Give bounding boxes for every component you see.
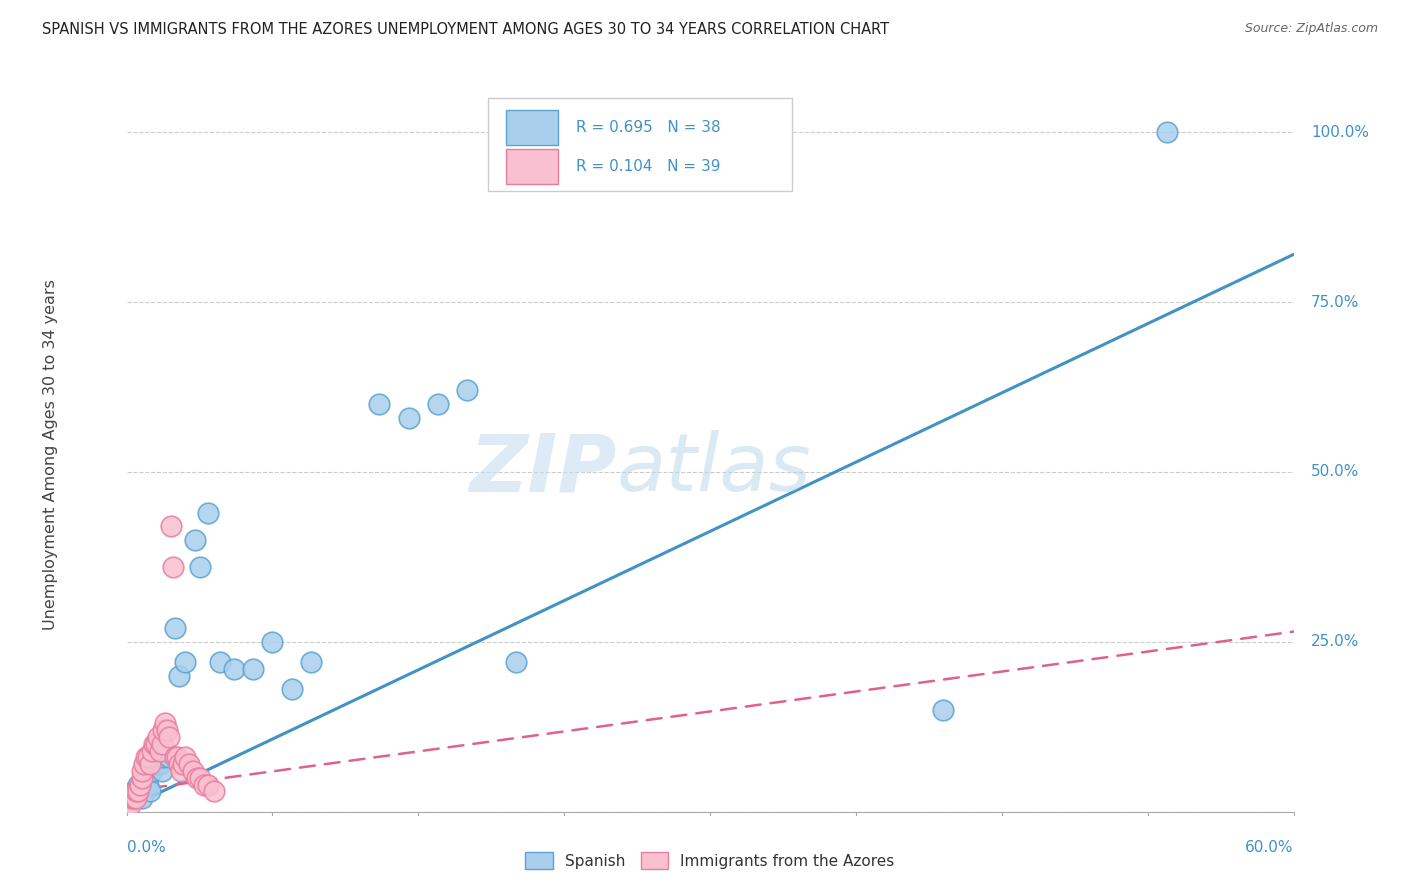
Point [121, 791, 143, 805]
Point [157, 730, 180, 744]
Point [125, 784, 148, 798]
Point [190, 560, 212, 574]
Point [155, 716, 177, 731]
Point [145, 737, 167, 751]
Point [262, 635, 284, 649]
Legend: Spanish, Immigrants from the Azores: Spanish, Immigrants from the Azores [519, 846, 901, 875]
Point [132, 757, 155, 772]
Point [174, 750, 197, 764]
Point [136, 778, 159, 792]
Point [127, 784, 149, 798]
Point [146, 730, 169, 744]
Point [150, 764, 173, 778]
Point [127, 778, 149, 792]
Point [120, 797, 142, 812]
Point [186, 771, 208, 785]
Point [242, 662, 264, 676]
Point [222, 662, 245, 676]
Text: R = 0.104   N = 39: R = 0.104 N = 39 [576, 159, 720, 174]
Text: 60.0%: 60.0% [1246, 840, 1294, 855]
Text: atlas: atlas [617, 430, 811, 508]
Point [156, 723, 179, 738]
Point [183, 533, 205, 547]
Text: 75.0%: 75.0% [1310, 294, 1360, 310]
Point [167, 757, 190, 772]
Point [145, 757, 167, 772]
Text: 0.0%: 0.0% [127, 840, 166, 855]
Point [131, 791, 153, 805]
Point [152, 750, 174, 764]
Point [181, 764, 204, 778]
Point [208, 655, 231, 669]
Point [149, 743, 172, 757]
Point [125, 784, 148, 798]
Text: Source: ZipAtlas.com: Source: ZipAtlas.com [1244, 22, 1378, 36]
Point [129, 784, 152, 798]
Point [155, 743, 177, 757]
Point [157, 750, 180, 764]
Point [160, 519, 183, 533]
Point [141, 743, 163, 757]
Point [165, 750, 187, 764]
Point [149, 757, 172, 772]
Point [135, 750, 157, 764]
Point [135, 771, 157, 785]
Point [368, 397, 391, 411]
Point [142, 757, 165, 772]
Point [142, 737, 165, 751]
Point [131, 764, 153, 778]
Point [202, 784, 225, 798]
Point [129, 778, 152, 792]
Point [197, 506, 219, 520]
Point [165, 621, 187, 635]
Text: 100.0%: 100.0% [1310, 125, 1369, 140]
Point [166, 750, 188, 764]
Text: ZIP: ZIP [470, 430, 617, 508]
Point [141, 764, 163, 778]
Point [197, 778, 219, 792]
Point [1156, 125, 1178, 139]
Point [193, 778, 215, 792]
Point [136, 750, 159, 764]
Point [124, 791, 146, 805]
Point [162, 560, 184, 574]
Point [139, 784, 162, 798]
Point [121, 791, 143, 805]
Point [146, 750, 169, 764]
Point [177, 757, 200, 772]
Text: SPANISH VS IMMIGRANTS FROM THE AZORES UNEMPLOYMENT AMONG AGES 30 TO 34 YEARS COR: SPANISH VS IMMIGRANTS FROM THE AZORES UN… [42, 22, 890, 37]
Point [426, 397, 449, 411]
Point [117, 797, 139, 812]
Point [125, 791, 148, 805]
Text: Unemployment Among Ages 30 to 34 years: Unemployment Among Ages 30 to 34 years [44, 279, 58, 631]
Point [124, 784, 146, 798]
Point [167, 669, 190, 683]
Point [505, 655, 527, 669]
FancyBboxPatch shape [488, 98, 792, 191]
Point [170, 764, 193, 778]
Point [132, 778, 155, 792]
Point [398, 410, 420, 425]
FancyBboxPatch shape [506, 111, 558, 145]
Point [281, 682, 304, 697]
Point [299, 655, 322, 669]
Point [456, 384, 478, 398]
Point [190, 771, 212, 785]
FancyBboxPatch shape [506, 150, 558, 184]
Point [131, 771, 153, 785]
Point [932, 703, 955, 717]
Point [174, 655, 197, 669]
Point [172, 757, 194, 772]
Point [150, 737, 173, 751]
Point [139, 757, 162, 772]
Text: 25.0%: 25.0% [1310, 634, 1360, 649]
Text: 50.0%: 50.0% [1310, 465, 1360, 479]
Point [152, 723, 174, 738]
Text: R = 0.695   N = 38: R = 0.695 N = 38 [576, 120, 720, 135]
